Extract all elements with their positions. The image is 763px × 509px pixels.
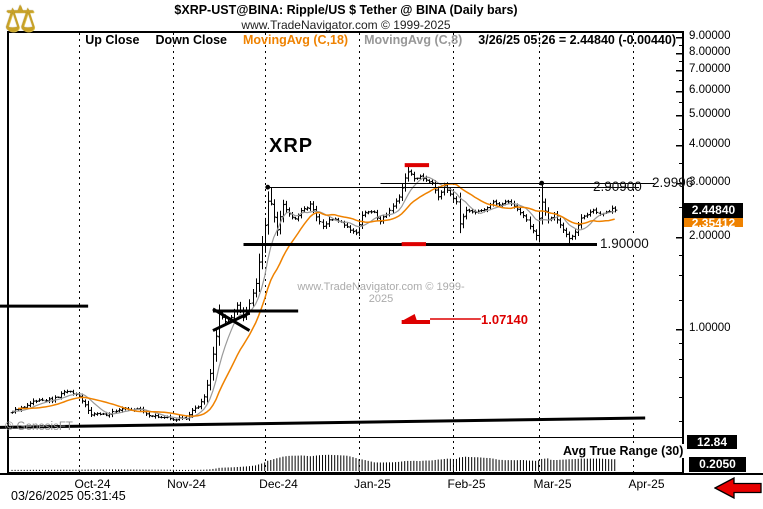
x-axis-month-label: Nov-24	[167, 477, 206, 491]
resistance2-level-label: 2.9996	[652, 175, 694, 190]
chart-subtitle: www.TradeNavigator.com © 1999-2025	[241, 18, 451, 32]
y-axis-price-label: 3.00000	[689, 175, 731, 188]
resistance-level-label: 2.90900	[593, 179, 642, 194]
x-axis-month-label: Mar-25	[533, 477, 572, 491]
x-axis-month-label: Feb-25	[447, 477, 486, 491]
legend-last-quote: 3/26/25 05:26 = 2.44840 (-0.00440)	[478, 33, 676, 47]
genesis-ft-credit: © GenesisFT	[5, 421, 73, 433]
legend-up-close[interactable]: Up Close	[85, 33, 140, 47]
last-price-box: 2.44840	[684, 203, 743, 218]
y-axis-price-label: 9.00000	[689, 29, 731, 42]
status-timestamp: 03/26/2025 05:31:45	[11, 489, 126, 503]
y-axis-price-label: 7.00000	[689, 62, 731, 75]
scroll-left-arrow-icon[interactable]	[713, 476, 762, 504]
legend-moving-avg-18[interactable]: MovingAvg (C,18)	[243, 33, 349, 47]
y-axis-price-label: 1.00000	[689, 321, 731, 334]
support-level-label: 1.90000	[597, 236, 652, 251]
x-axis-month-label: Jan-25	[354, 477, 391, 491]
atr-scale-box: 12.84	[687, 435, 737, 449]
xrp-text-annotation: XRP	[269, 135, 314, 157]
y-axis-price-label: 2.00000	[689, 229, 731, 242]
y-axis-price-label: 6.00000	[689, 83, 731, 96]
center-watermark: www.TradeNavigator.com © 1999-2025	[297, 281, 465, 305]
x-axis-month-label: Apr-25	[628, 477, 665, 491]
y-axis-price-label: 4.00000	[689, 137, 731, 150]
x-axis-month-label: Oct-24	[74, 477, 111, 491]
legend-bar: Up Close Down Close MovingAvg (C,18) Mov…	[60, 33, 676, 47]
legend-down-close[interactable]: Down Close	[155, 33, 227, 47]
atr-indicator-label: Avg True Range (30)	[560, 444, 687, 458]
atr-value-box: 0.2050	[689, 457, 746, 472]
red-level-label: 1.07140	[481, 312, 528, 327]
x-axis-month-label: Dec-24	[259, 477, 298, 491]
legend-moving-avg-8[interactable]: MovingAvg (C,8)	[364, 33, 463, 47]
y-axis-price-label: 5.00000	[689, 107, 731, 120]
y-axis-price-label: 8.00000	[689, 45, 731, 58]
chart-plot-area[interactable]	[8, 32, 683, 473]
scales-logo-icon: ⚖	[4, 0, 37, 39]
chart-title: $XRP-UST@BINA: Ripple/US $ Tether @ BINA…	[174, 3, 518, 17]
